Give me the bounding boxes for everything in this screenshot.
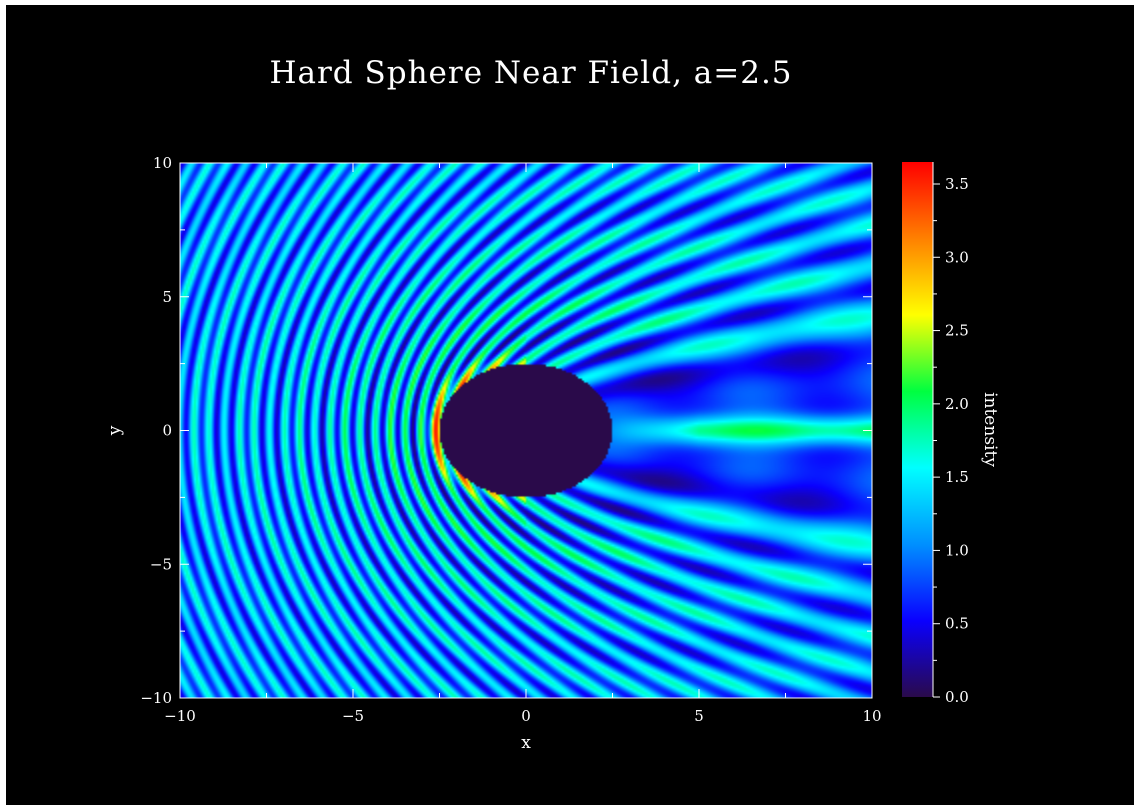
y-tick-label: −10 bbox=[140, 689, 172, 707]
chart-svg: 0.0 0.5 1.0 1.5 2.0 2.5 3.0 3.5 intensity −10 −5 0… bbox=[105, 154, 1000, 753]
y-axis-label: y bbox=[105, 425, 125, 436]
colorbar-gradient bbox=[902, 162, 933, 697]
colorbar-tick-label: 3.0 bbox=[945, 248, 969, 266]
x-tick-label: 5 bbox=[694, 707, 704, 725]
y-tick-label: −5 bbox=[150, 555, 172, 573]
figure-panel: Hard Sphere Near Field, a=2.5 0.0 0.5 1.0 1… bbox=[6, 5, 1134, 805]
colorbar-tick-label: 2.5 bbox=[945, 322, 969, 340]
heatmap-image bbox=[180, 163, 872, 698]
y-tick-label: 10 bbox=[153, 154, 172, 172]
colorbar-tick-label: 3.5 bbox=[945, 175, 969, 193]
colorbar-tick-label: 0.5 bbox=[945, 615, 969, 633]
colorbar-tick-label: 1.0 bbox=[945, 541, 969, 559]
colorbar-tick-label: 1.5 bbox=[945, 468, 969, 486]
y-tick-label: 0 bbox=[162, 422, 172, 440]
x-tick-label: 0 bbox=[521, 707, 531, 725]
heatmap-field bbox=[180, 163, 872, 698]
x-tick-label: −10 bbox=[164, 707, 196, 725]
chart-title: Hard Sphere Near Field, a=2.5 bbox=[269, 55, 793, 91]
colorbar: 0.0 0.5 1.0 1.5 2.0 2.5 3.0 3.5 intensity bbox=[902, 162, 1000, 706]
x-tick-label: 10 bbox=[862, 707, 881, 725]
y-tick-label: 5 bbox=[162, 288, 172, 306]
colorbar-tick-label: 0.0 bbox=[945, 688, 969, 706]
colorbar-label: intensity bbox=[980, 392, 1000, 467]
axes: −10 −5 0 5 10 −10 −5 0 5 10 x y bbox=[105, 154, 882, 753]
x-axis-label: x bbox=[521, 733, 531, 753]
x-tick-label: −5 bbox=[342, 707, 364, 725]
colorbar-tick-label: 2.0 bbox=[945, 395, 969, 413]
